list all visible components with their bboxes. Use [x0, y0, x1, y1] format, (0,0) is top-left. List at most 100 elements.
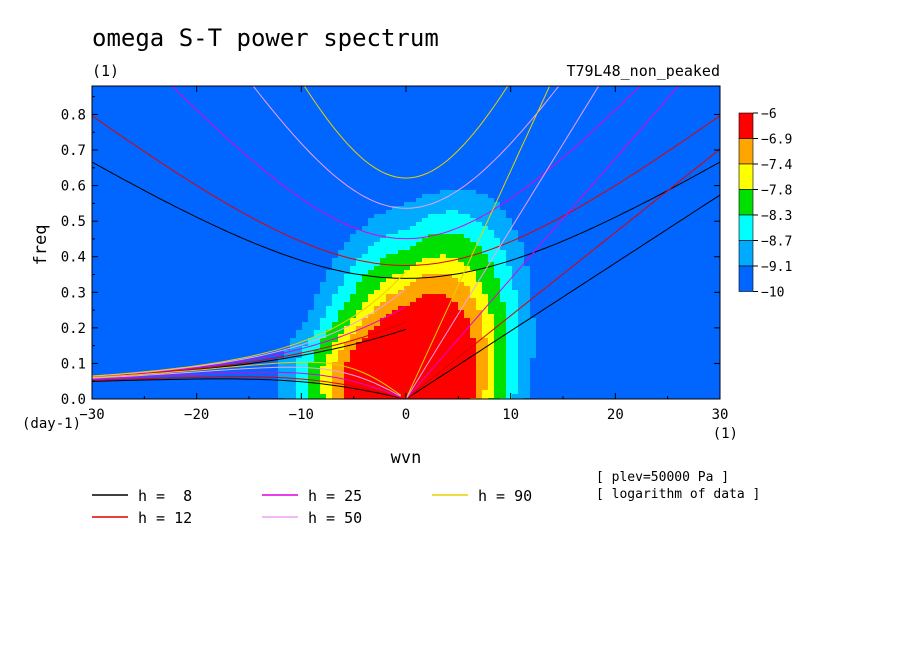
- heatmap-cell: [146, 278, 153, 283]
- heatmap-cell: [464, 174, 471, 179]
- heatmap-cell: [314, 198, 321, 203]
- heatmap-cell: [152, 126, 159, 131]
- heatmap-cell: [278, 318, 285, 323]
- heatmap-cell: [452, 354, 459, 359]
- heatmap-cell: [332, 290, 339, 295]
- heatmap-cell: [386, 314, 393, 319]
- heatmap-cell: [290, 318, 297, 323]
- heatmap-cell: [152, 254, 159, 259]
- heatmap-cell: [266, 170, 273, 175]
- heatmap-cell: [290, 250, 297, 255]
- heatmap-cell: [422, 122, 429, 127]
- heatmap-cell: [206, 102, 213, 107]
- heatmap-cell: [416, 190, 423, 195]
- heatmap-cell: [92, 362, 99, 367]
- heatmap-cell: [236, 342, 243, 347]
- heatmap-cell: [422, 310, 429, 315]
- heatmap-cell: [356, 102, 363, 107]
- heatmap-cell: [302, 222, 309, 227]
- heatmap-cell: [164, 138, 171, 143]
- heatmap-cell: [356, 134, 363, 139]
- heatmap-cell: [242, 178, 249, 183]
- heatmap-cell: [362, 214, 369, 219]
- heatmap-cell: [110, 350, 117, 355]
- heatmap-cell: [422, 102, 429, 107]
- heatmap-cell: [206, 158, 213, 163]
- heatmap-cell: [446, 246, 453, 251]
- heatmap-cell: [440, 270, 447, 275]
- heatmap-cell: [104, 222, 111, 227]
- heatmap-cell: [284, 258, 291, 263]
- heatmap-cell: [308, 266, 315, 271]
- heatmap-cell: [218, 130, 225, 135]
- heatmap-cell: [386, 198, 393, 203]
- heatmap-cell: [98, 210, 105, 215]
- heatmap-cell: [110, 330, 117, 335]
- heatmap-cell: [128, 350, 135, 355]
- heatmap-cell: [326, 262, 333, 267]
- heatmap-cell: [128, 94, 135, 99]
- heatmap-cell: [386, 170, 393, 175]
- heatmap-cell: [332, 394, 339, 399]
- heatmap-cell: [380, 154, 387, 159]
- heatmap-cell: [314, 318, 321, 323]
- heatmap-cell: [188, 238, 195, 243]
- heatmap-cell: [164, 150, 171, 155]
- heatmap-cell: [140, 94, 147, 99]
- heatmap-cell: [470, 146, 477, 151]
- heatmap-cell: [290, 266, 297, 271]
- heatmap-cell: [326, 94, 333, 99]
- heatmap-cell: [266, 242, 273, 247]
- heatmap-cell: [200, 170, 207, 175]
- heatmap-cell: [290, 162, 297, 167]
- heatmap-cell: [164, 358, 171, 363]
- heatmap-field: [92, 86, 720, 399]
- heatmap-cell: [392, 258, 399, 263]
- heatmap-cell: [260, 334, 267, 339]
- heatmap-cell: [308, 218, 315, 223]
- heatmap-cell: [200, 158, 207, 163]
- heatmap-cell: [206, 94, 213, 99]
- heatmap-cell: [140, 234, 147, 239]
- heatmap-cell: [188, 286, 195, 291]
- heatmap-cell: [350, 194, 357, 199]
- heatmap-cell: [254, 170, 261, 175]
- heatmap-cell: [104, 186, 111, 191]
- heatmap-cell: [284, 282, 291, 287]
- heatmap-cell: [176, 202, 183, 207]
- heatmap-cell: [140, 250, 147, 255]
- heatmap-cell: [344, 238, 351, 243]
- heatmap-cell: [404, 322, 411, 327]
- heatmap-cell: [164, 130, 171, 135]
- heatmap-cell: [422, 186, 429, 191]
- heatmap-cell: [416, 234, 423, 239]
- heatmap-cell: [428, 362, 435, 367]
- heatmap-cell: [224, 118, 231, 123]
- heatmap-cell: [230, 294, 237, 299]
- heatmap-cell: [302, 170, 309, 175]
- heatmap-cell: [302, 382, 309, 387]
- heatmap-cell: [308, 394, 315, 399]
- heatmap-cell: [218, 206, 225, 211]
- heatmap-cell: [380, 254, 387, 259]
- heatmap-cell: [344, 294, 351, 299]
- heatmap-cell: [404, 234, 411, 239]
- heatmap-cell: [92, 198, 99, 203]
- heatmap-cell: [398, 278, 405, 283]
- heatmap-cell: [134, 362, 141, 367]
- heatmap-cell: [140, 390, 147, 395]
- heatmap-cell: [206, 134, 213, 139]
- heatmap-cell: [98, 274, 105, 279]
- heatmap-cell: [236, 266, 243, 271]
- heatmap-cell: [302, 178, 309, 183]
- heatmap-cell: [152, 90, 159, 95]
- heatmap-cell: [308, 186, 315, 191]
- heatmap-cell: [260, 246, 267, 251]
- heatmap-cell: [290, 130, 297, 135]
- heatmap-cell: [452, 306, 459, 311]
- heatmap-cell: [428, 246, 435, 251]
- heatmap-cell: [302, 262, 309, 267]
- heatmap-cell: [332, 126, 339, 131]
- heatmap-cell: [386, 218, 393, 223]
- heatmap-cell: [302, 158, 309, 163]
